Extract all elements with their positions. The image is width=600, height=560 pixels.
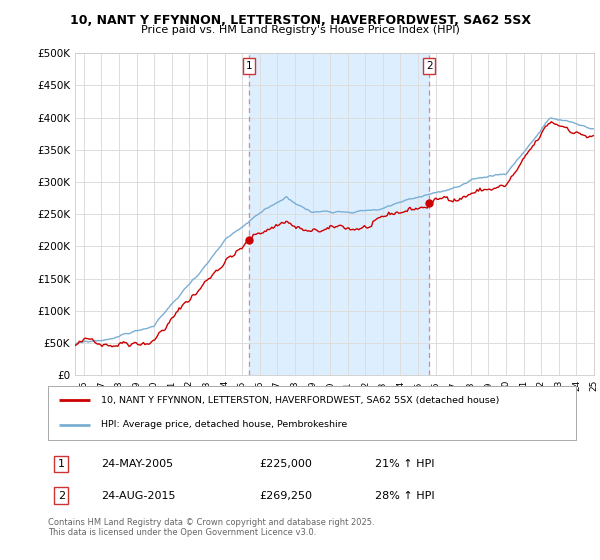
Text: 28% ↑ HPI: 28% ↑ HPI bbox=[376, 491, 435, 501]
Text: Price paid vs. HM Land Registry's House Price Index (HPI): Price paid vs. HM Land Registry's House … bbox=[140, 25, 460, 35]
Text: £269,250: £269,250 bbox=[259, 491, 312, 501]
Text: 10, NANT Y FFYNNON, LETTERSTON, HAVERFORDWEST, SA62 5SX: 10, NANT Y FFYNNON, LETTERSTON, HAVERFOR… bbox=[70, 14, 530, 27]
Text: 1: 1 bbox=[58, 459, 65, 469]
Text: £225,000: £225,000 bbox=[259, 459, 312, 469]
Text: 24-MAY-2005: 24-MAY-2005 bbox=[101, 459, 173, 469]
Text: 2: 2 bbox=[426, 61, 433, 71]
Text: 2: 2 bbox=[58, 491, 65, 501]
Text: 21% ↑ HPI: 21% ↑ HPI bbox=[376, 459, 435, 469]
Text: 10, NANT Y FFYNNON, LETTERSTON, HAVERFORDWEST, SA62 5SX (detached house): 10, NANT Y FFYNNON, LETTERSTON, HAVERFOR… bbox=[101, 396, 499, 405]
Text: 1: 1 bbox=[245, 61, 252, 71]
Bar bbox=[249, 53, 430, 375]
Text: Contains HM Land Registry data © Crown copyright and database right 2025.
This d: Contains HM Land Registry data © Crown c… bbox=[48, 518, 374, 538]
Text: 24-AUG-2015: 24-AUG-2015 bbox=[101, 491, 175, 501]
Text: HPI: Average price, detached house, Pembrokeshire: HPI: Average price, detached house, Pemb… bbox=[101, 420, 347, 429]
